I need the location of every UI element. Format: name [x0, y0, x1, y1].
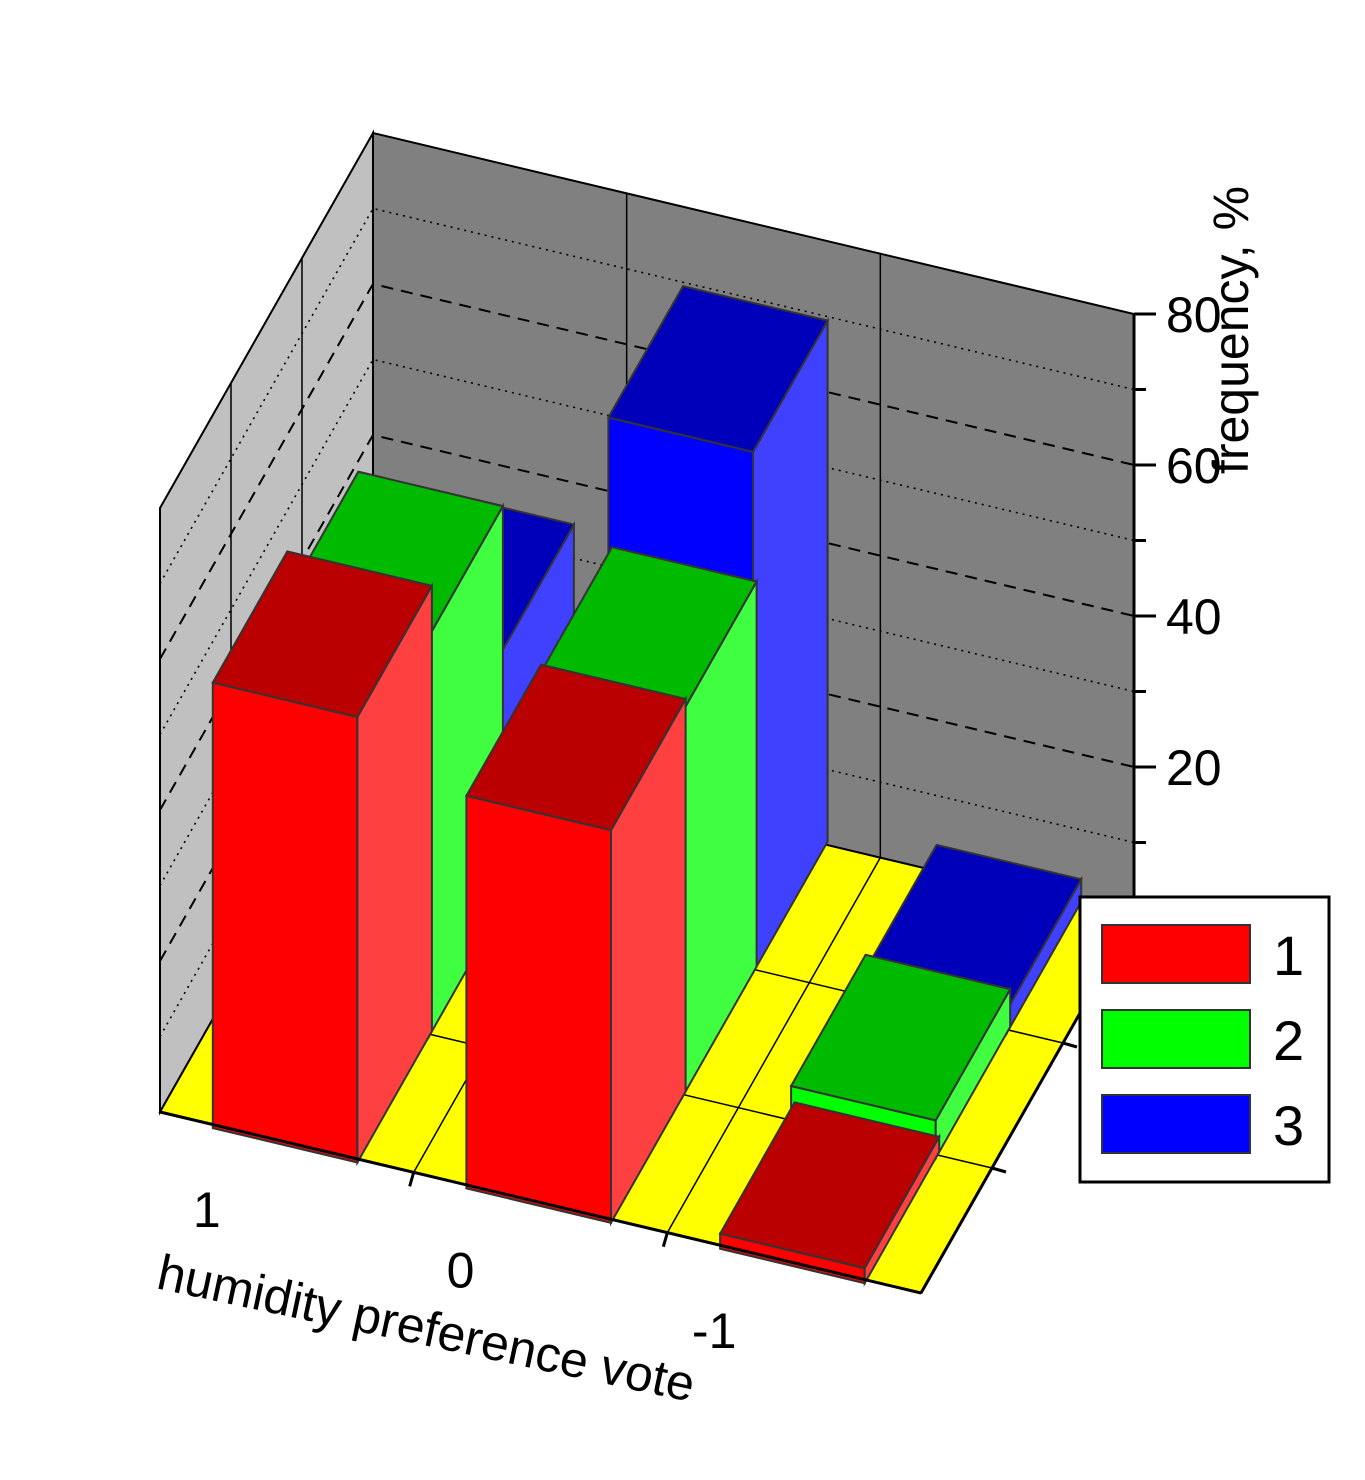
bar-top-face — [211, 550, 434, 719]
bar-top-face — [789, 953, 1012, 1122]
legend-swatch-series-1 — [1101, 924, 1251, 984]
bar — [211, 550, 434, 1167]
bar-top-face — [464, 663, 688, 832]
x-tick-label: 0 — [447, 1243, 475, 1299]
legend-swatch-series-3 — [1101, 1094, 1251, 1154]
bar-front-face — [211, 681, 359, 1164]
z-tick-label: 40 — [1166, 589, 1222, 645]
legend-label-series-3: 3 — [1273, 1094, 1304, 1157]
x-axis-tick — [408, 1171, 416, 1187]
x-axis-line — [159, 1110, 922, 1295]
depth-axis-tick — [1062, 1041, 1078, 1049]
x-axis-title: humidity preference vote — [153, 1244, 700, 1413]
z-tick-label: 60 — [1166, 438, 1222, 494]
z-axis-title: frequency, % — [1203, 186, 1259, 474]
grid-line — [666, 857, 881, 1234]
legend-label-series-1: 1 — [1273, 924, 1304, 987]
bar — [464, 663, 688, 1227]
legend-swatch-series-2 — [1101, 1009, 1251, 1069]
x-axis-tick — [661, 1232, 669, 1248]
bar-top-face — [718, 1101, 941, 1270]
bar-top-face — [606, 285, 830, 454]
z-tick-label: 80 — [1166, 287, 1222, 343]
legend-label-series-2: 2 — [1273, 1009, 1304, 1072]
bar-front-face — [465, 794, 612, 1225]
z-tick-label: 20 — [1166, 740, 1222, 796]
legend: 1 2 3 — [1078, 895, 1331, 1184]
x-tick-label: 1 — [193, 1182, 221, 1238]
depth-axis-tick — [991, 1166, 1007, 1174]
chart-bars — [211, 285, 1083, 1287]
x-tick-label: -1 — [692, 1303, 736, 1359]
